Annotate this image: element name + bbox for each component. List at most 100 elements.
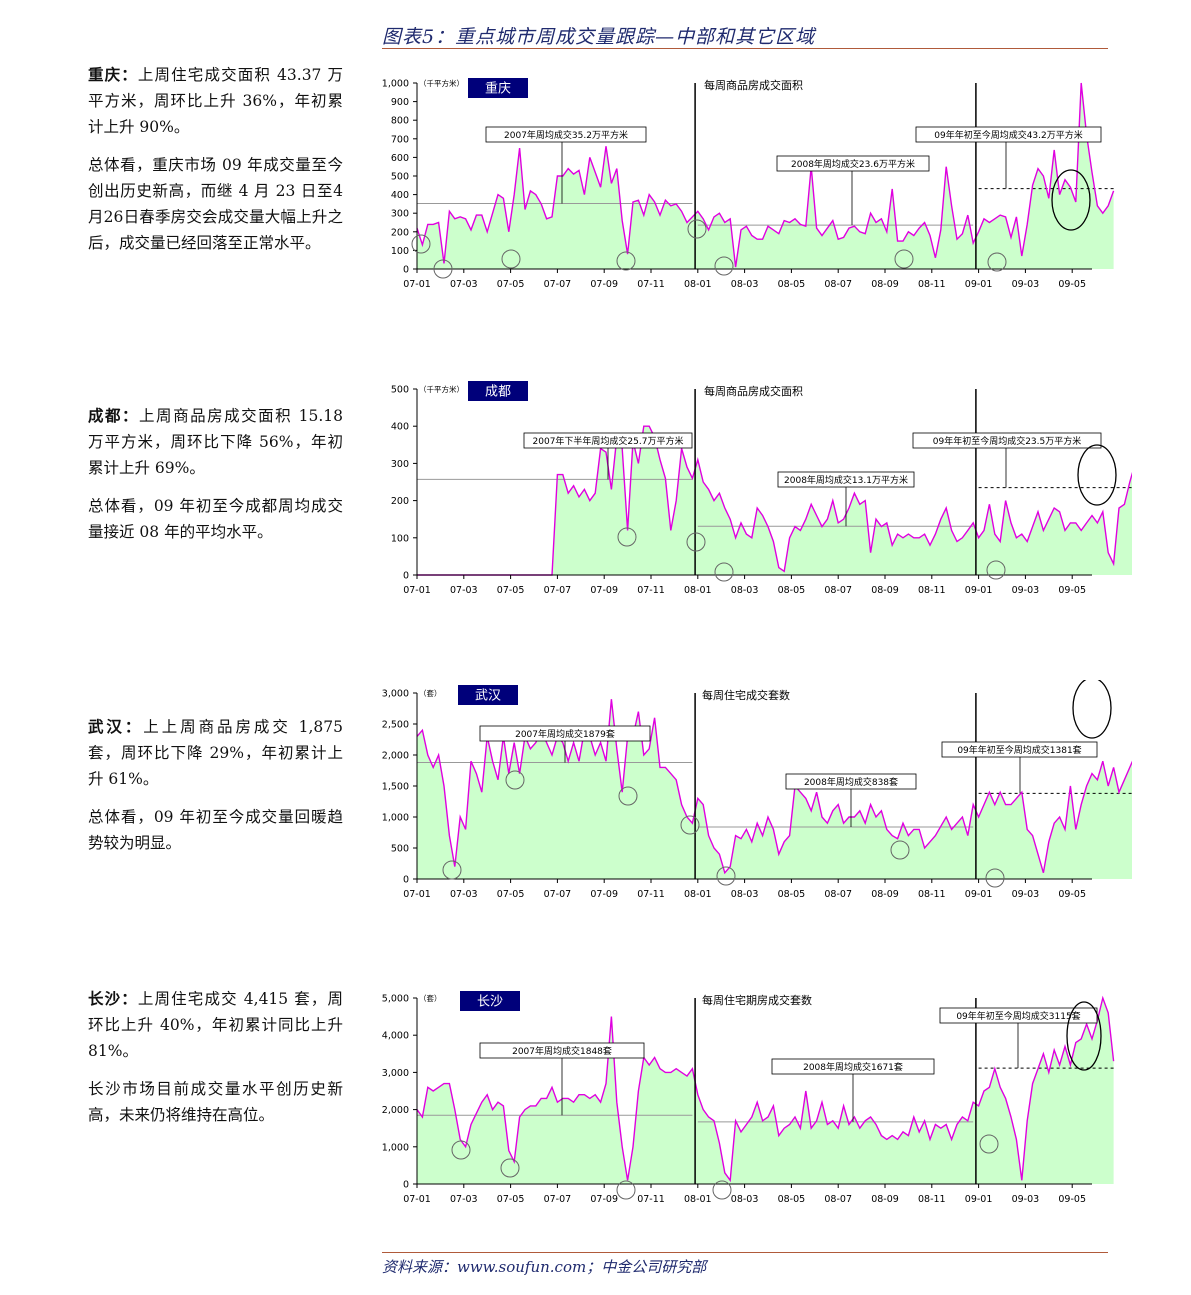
x-tick-label: 07-05 [497,889,525,900]
x-tick-label: 08-09 [871,889,899,900]
series-line [416,995,1115,1183]
lead-text: 上周商品房成交面积 15.18 万平方米，周环比下降 56%，年初累计上升 69… [88,407,343,477]
x-tick-label: 07-03 [450,1194,478,1205]
y-tick-label: 1,000 [382,1142,409,1153]
trough-circle [505,770,525,790]
x-tick-label: 08-09 [871,585,899,596]
y-tick-label: 400 [391,422,409,433]
x-tick-label: 08-07 [824,889,852,900]
x-tick-label: 09-05 [1058,279,1086,290]
x-tick-label: 08-09 [871,1194,899,1205]
city-name: 长沙： [88,989,138,1008]
y-tick-label: 900 [391,97,409,108]
trough-circle [714,562,734,582]
x-tick-label: 09-03 [1012,279,1040,290]
x-tick-label: 07-11 [637,279,665,290]
unit-label: （套） [419,688,442,698]
x-tick-label: 08-05 [778,1194,806,1205]
x-tick-label: 08-01 [684,889,712,900]
x-tick-label: 09-01 [965,1194,993,1205]
x-tick-label: 09-03 [1012,889,1040,900]
trough-circle [890,840,910,860]
city-name: 成都： [88,406,140,425]
y-tick-label: 700 [391,134,409,145]
text-block-chongqing: 重庆：上周住宅成交面积 43.37 万平方米，周环比上升 36%，年初累计上升 … [88,62,343,268]
chart-chongqing: 0 100 200 300 400 500 600 700 800 900 1,000 07-01 07… [382,78,1115,290]
y-tick-label: 200 [391,496,409,507]
annotation-label: 09年年初至今周均成交23.5万平方米 [933,435,1082,447]
city-badge-label: 武汉 [475,689,501,704]
chart-subtitle: 每周住宅成交套数 [702,688,790,702]
city-badge-label: 重庆 [485,81,511,97]
y-tick-label: 0 [403,571,409,582]
y-tick-label: 800 [391,116,409,127]
trough-circle [687,219,707,239]
annotation-box [776,155,930,172]
city-detail: 总体看，重庆市场 09 年成交量至今创出历史新高，而继 4 月 23 日至4月2… [88,156,343,252]
city-name: 重庆： [88,65,138,84]
city-badge [468,381,528,401]
y-tick-label: 2,000 [382,751,409,762]
y-tick-label: 1,500 [382,782,409,793]
annotation-box [777,471,915,488]
unit-label: （套） [419,993,442,1003]
unit-label: （千平方米） [419,384,464,394]
annotation-label: 09年年初至今周均成交43.2万平方米 [934,129,1083,141]
annotation-box [915,126,1102,143]
trough-circle [985,868,1005,888]
x-tick-label: 07-07 [544,889,572,900]
x-tick-label: 09-03 [1012,1194,1040,1205]
annotation-label: 2008年周均成交838套 [804,776,898,788]
annotation-box [479,725,651,742]
x-tick-label: 09-05 [1058,889,1086,900]
x-tick-label: 08-11 [918,585,946,596]
x-tick-label: 08-11 [918,889,946,900]
x-tick-label: 07-09 [590,279,618,290]
x-tick-label: 09-05 [1058,585,1086,596]
y-tick-label: 2,500 [382,720,409,731]
area-fill [417,83,1114,269]
annotation-label: 09年年初至今周均成交1381套 [957,744,1081,756]
area-fill [417,699,1132,879]
recent-highlight-ellipse [1066,1001,1102,1071]
annotation-label: 2007年周均成交1848套 [512,1045,612,1057]
area-fill [417,426,1132,575]
x-tick-label: 07-07 [544,279,572,290]
y-tick-label: 0 [403,265,409,276]
y-tick-label: 300 [391,209,409,220]
x-tick-label: 07-03 [450,279,478,290]
x-tick-label: 08-09 [871,279,899,290]
y-tick-label: 300 [391,459,409,470]
trough-circle [616,251,636,271]
city-badge [460,991,520,1011]
trough-circle [501,249,521,269]
x-tick-label: 07-01 [403,889,431,900]
y-tick-label: 0 [403,1180,409,1191]
x-tick-label: 08-07 [824,279,852,290]
trough-circle [894,249,914,269]
chart-changsha: 0 1,000 2,000 3,000 4,000 5,000 07-01 07-03 07-0… [382,991,1115,1205]
y-tick-label: 100 [391,533,409,544]
city-badge [468,78,528,98]
trough-circle [680,815,700,835]
x-tick-label: 07-11 [637,585,665,596]
x-tick-label: 08-01 [684,585,712,596]
figure-title: 图表5：重点城市周成交量跟踪—中部和其它区域 [382,26,816,48]
chart-subtitle: 每周商品房成交面积 [704,384,803,398]
x-tick-label: 07-07 [544,1194,572,1205]
trough-circle [716,866,736,886]
annotation-box [785,773,917,790]
city-detail: 总体看，09 年初至今成都周均成交量接近 08 年的平均水平。 [88,497,343,541]
x-tick-label: 07-01 [403,1194,431,1205]
x-tick-label: 09-05 [1058,1194,1086,1205]
x-tick-label: 07-09 [590,585,618,596]
x-tick-label: 08-03 [731,585,759,596]
y-tick-label: 200 [391,227,409,238]
x-tick-label: 08-03 [731,279,759,290]
footer-rule [382,1252,1108,1253]
x-tick-label: 07-01 [403,585,431,596]
annotation-box [485,126,647,143]
y-tick-label: 0 [403,875,409,886]
x-tick-label: 08-07 [824,1194,852,1205]
trough-circle [714,256,734,276]
